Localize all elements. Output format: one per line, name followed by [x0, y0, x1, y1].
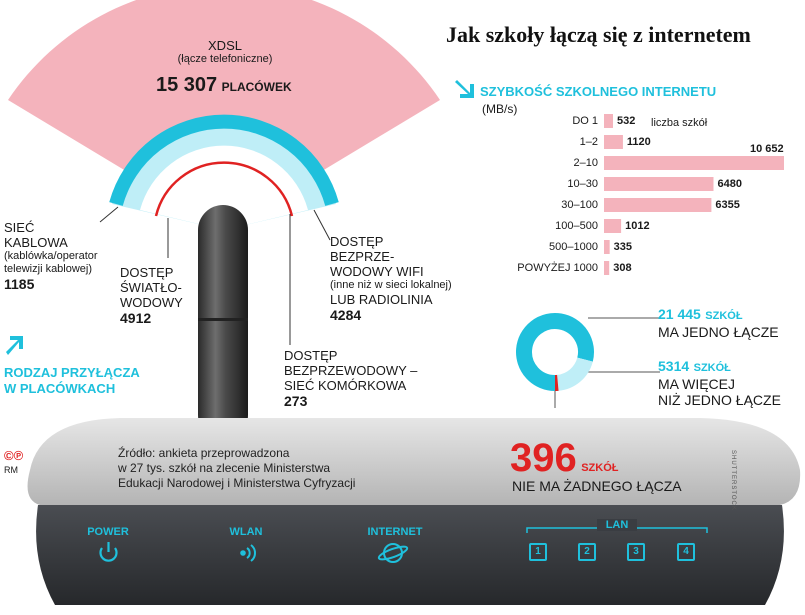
speed-bar: [604, 114, 613, 128]
legend-multi-text1: MA WIĘCEJ: [658, 376, 736, 392]
lan-label: LAN: [597, 519, 637, 531]
internet-globe-icon: [377, 543, 409, 563]
watermark: SHUTTERSTOCK: [730, 450, 736, 511]
source-line3: Edukacji Narodowej i Ministerstwa Cyfryz…: [118, 476, 356, 490]
lan-port-icon: 3: [627, 543, 645, 561]
legend-multi-value: 5314: [658, 358, 690, 374]
wifi-name2: LUB RADIOLINIA: [330, 292, 433, 307]
speed-category-label: 30–100: [561, 199, 598, 211]
donut-segment: [556, 357, 593, 391]
source-note: Źródło: ankieta przeprowadzona w 27 tys.…: [118, 446, 355, 491]
xdsl-name: XDSL: [208, 38, 242, 53]
router-front: [36, 505, 784, 605]
copyright-mark: ©℗: [4, 448, 24, 463]
speed-bar-chart: [604, 114, 784, 275]
speed-bar: [604, 198, 712, 212]
speed-category-label: 10–30: [567, 178, 598, 190]
speed-value-label: 308: [613, 262, 632, 274]
speed-value-label: 10 652: [750, 143, 784, 155]
speed-chart-unit: (MB/s): [482, 102, 518, 116]
cable-name: SIEĆ KABLOWA: [4, 220, 68, 250]
fibre-label: DOSTĘP ŚWIATŁO-WODOWY 4912: [120, 265, 200, 326]
legend-none-text: NIE MA ŻADNEGO ŁĄCZA: [512, 478, 682, 494]
internet-label: INTERNET: [367, 526, 423, 538]
section-title: RODZAJ PRZYŁĄCZA W PLACÓWKACH: [4, 365, 140, 396]
wifi-value: 4284: [330, 307, 362, 323]
antenna: [198, 205, 248, 440]
speed-value-label: 6355: [715, 199, 740, 211]
mobile-value: 273: [284, 393, 308, 409]
donut-segment: [516, 313, 594, 391]
power-label: POWER: [87, 526, 129, 538]
speed-category-label: 1–2: [579, 136, 598, 148]
cable-label: SIEĆ KABLOWA (kablówka/operator telewizj…: [4, 220, 124, 292]
xdsl-value-group: 15 307 PLACÓWEK: [156, 74, 292, 97]
speed-bar: [604, 135, 623, 149]
speed-bar: [604, 240, 610, 254]
speed-value-label: 1012: [625, 220, 650, 232]
fibre-name: DOSTĘP ŚWIATŁO-WODOWY: [120, 265, 183, 310]
legend-multi-text2: NIŻ JEDNO ŁĄCZE: [658, 392, 781, 408]
xdsl-sub: (łącze telefoniczne): [177, 53, 273, 65]
source-line2: w 27 tys. szkół na zlecenie Ministerstwa: [118, 461, 331, 475]
up-right-arrow-icon: [6, 336, 23, 355]
cable-sub: (kablówka/operator telewizji kablowej): [4, 250, 98, 275]
source-line1: Źródło: ankieta przeprowadzona: [118, 446, 290, 460]
speed-bar: [604, 219, 622, 233]
legend-multi-connection: 5314 SZKÓŁ MA WIĘCEJ NIŻ JEDNO ŁĄCZE: [658, 358, 781, 408]
legend-none-unit: SZKÓŁ: [581, 462, 619, 474]
fibre-value: 4912: [120, 310, 152, 326]
speed-category-label: 2–10: [573, 157, 598, 169]
speed-value-label: 335: [613, 241, 633, 253]
wlan-icon: [240, 544, 256, 562]
value-legend-label: liczba szkół: [651, 117, 708, 129]
speed-category-label: POWYŻEJ 1000: [517, 262, 598, 274]
wifi-name: DOSTĘP BEZPRZE-WODOWY WIFI: [330, 234, 424, 279]
fan-inner: [140, 145, 308, 230]
xdsl-value: 15 307: [156, 74, 218, 96]
power-icon: [99, 542, 118, 562]
legend-one-value: 21 445: [658, 306, 701, 322]
speed-value-label: 1120: [626, 136, 651, 148]
legend-one-unit: SZKÓŁ: [705, 310, 743, 322]
xdsl-label: XDSL (łącze telefoniczne): [150, 38, 300, 66]
wifi-sub: (inne niż w sieci lokalnej): [330, 279, 452, 291]
lan-port-icon: 2: [578, 543, 596, 561]
legend-one-connection: 21 445 SZKÓŁ MA JEDNO ŁĄCZE: [658, 306, 779, 340]
cable-value: 1185: [4, 276, 35, 292]
donut-chart: [516, 313, 594, 391]
wlan-label: WLAN: [229, 526, 263, 538]
speed-chart-title: SZYBKOŚĆ SZKOLNEGO INTERNETU: [480, 84, 717, 99]
speed-bar: [604, 261, 610, 275]
xdsl-unit: PLACÓWEK: [221, 80, 292, 94]
wifi-label: DOSTĘP BEZPRZE-WODOWY WIFI (inne niż w s…: [330, 234, 470, 323]
legend-multi-unit: SZKÓŁ: [693, 362, 731, 374]
mobile-name: DOSTĘP BEZPRZEWODOWY – SIEĆ KOMÓRKOWA: [284, 348, 418, 393]
legend-no-connection: 396 SZKÓŁ: [510, 436, 618, 481]
mobile-label: DOSTĘP BEZPRZEWODOWY – SIEĆ KOMÓRKOWA 27…: [284, 348, 444, 409]
speed-category-label: 100–500: [555, 220, 598, 232]
speed-value-label: 532: [616, 115, 636, 127]
speed-bar: [604, 156, 784, 170]
speed-category-label: 500–1000: [549, 241, 598, 253]
legend-none-value: 396: [510, 436, 577, 480]
credit: RM: [4, 465, 18, 475]
fan-cable: [109, 114, 339, 206]
speed-bar: [604, 177, 714, 191]
fan-fibre: [154, 161, 294, 217]
lan-port-icon: 1: [529, 543, 547, 561]
page-title: Jak szkoły łączą się z internetem: [446, 22, 751, 47]
down-right-arrow-icon: [455, 80, 474, 98]
speed-category-label: DO 1: [572, 115, 598, 127]
lan-port-icon: 4: [677, 543, 695, 561]
legend-one-text: MA JEDNO ŁĄCZE: [658, 324, 779, 340]
router-top: [27, 418, 801, 505]
speed-value-label: 6480: [717, 178, 742, 190]
